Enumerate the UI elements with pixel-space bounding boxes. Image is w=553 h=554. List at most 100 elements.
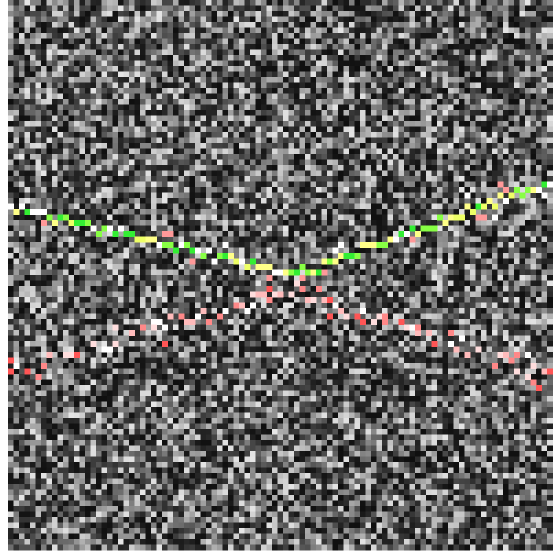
noise-pixel: [289, 149, 295, 155]
noise-pixel: [333, 242, 339, 248]
noise-pixel: [498, 121, 504, 127]
noise-pixel: [190, 50, 196, 56]
noise-pixel: [58, 121, 64, 127]
noise-pixel: [371, 94, 377, 100]
noise-pixel: [80, 121, 86, 127]
noise-pixel: [443, 83, 449, 89]
noise-pixel: [8, 237, 14, 243]
noise-pixel: [190, 28, 196, 34]
noise-pixel: [437, 77, 443, 83]
noise-pixel: [322, 17, 328, 23]
noise-pixel: [498, 154, 504, 160]
noise-pixel: [212, 6, 218, 12]
noise-pixel: [69, 132, 75, 138]
noise-pixel: [509, 154, 515, 160]
noise-pixel: [305, 44, 311, 50]
noise-pixel: [432, 182, 438, 188]
noise-pixel: [168, 99, 174, 105]
noise-pixel: [410, 94, 416, 100]
noise-pixel: [542, 259, 548, 265]
noise-pixel: [366, 264, 372, 270]
noise-pixel: [96, 28, 102, 34]
noise-pixel: [91, 110, 97, 116]
noise-pixel: [157, 110, 163, 116]
noise-pixel: [404, 50, 410, 56]
noise-pixel: [316, 0, 322, 6]
noise-pixel: [267, 17, 273, 23]
noise-pixel: [470, 66, 476, 72]
noise-pixel: [162, 61, 168, 67]
noise-pixel: [344, 149, 350, 155]
noise-pixel: [344, 6, 350, 12]
noise-pixel: [96, 237, 102, 243]
noise-pixel: [305, 253, 311, 259]
noise-pixel: [25, 88, 31, 94]
noise-pixel: [179, 220, 185, 226]
noise-pixel: [470, 116, 476, 122]
noise-pixel: [74, 116, 80, 122]
noise-pixel: [503, 66, 509, 72]
noise-pixel: [256, 176, 262, 182]
noise-pixel: [85, 11, 91, 17]
noise-pixel: [487, 160, 493, 166]
noise-pixel: [234, 248, 240, 254]
noise-pixel: [118, 110, 124, 116]
noise-pixel: [80, 149, 86, 155]
noise-pixel: [146, 171, 152, 177]
noise-pixel: [443, 99, 449, 105]
noise-pixel: [25, 121, 31, 127]
noise-pixel: [355, 154, 361, 160]
noise-pixel: [470, 83, 476, 89]
noise-pixel: [404, 88, 410, 94]
noise-pixel: [91, 242, 97, 248]
noise-pixel: [256, 187, 262, 193]
noise-pixel: [305, 215, 311, 221]
noise-pixel: [14, 160, 20, 166]
noise-pixel: [388, 44, 394, 50]
noise-pixel: [316, 204, 322, 210]
noise-pixel: [531, 253, 537, 259]
noise-pixel: [333, 77, 339, 83]
noise-pixel: [492, 270, 498, 276]
noise-pixel: [311, 143, 317, 149]
noise-pixel: [113, 215, 119, 221]
noise-pixel: [58, 39, 64, 45]
noise-pixel: [245, 94, 251, 100]
noise-pixel: [399, 77, 405, 83]
noise-pixel: [102, 110, 108, 116]
noise-pixel: [366, 154, 372, 160]
noise-pixel: [157, 193, 163, 199]
noise-pixel: [85, 182, 91, 188]
noise-pixel: [234, 22, 240, 28]
noise-pixel: [525, 165, 531, 171]
noise-pixel: [393, 55, 399, 61]
noise-pixel: [432, 127, 438, 133]
noise-pixel: [118, 39, 124, 45]
noise-pixel: [289, 171, 295, 177]
noise-pixel: [58, 110, 64, 116]
noise-pixel: [201, 270, 207, 276]
noise-pixel: [300, 187, 306, 193]
noise-pixel: [344, 264, 350, 270]
noise-pixel: [432, 22, 438, 28]
noise-pixel: [195, 50, 201, 56]
noise-pixel: [289, 215, 295, 221]
noise-pixel: [14, 242, 20, 248]
noise-pixel: [52, 72, 58, 78]
noise-pixel: [212, 253, 218, 259]
noise-pixel: [426, 22, 432, 28]
noise-pixel: [393, 39, 399, 45]
noise-pixel: [14, 182, 20, 188]
noise-pixel: [69, 99, 75, 105]
noise-pixel: [261, 226, 267, 232]
noise-pixel: [58, 44, 64, 50]
noise-pixel: [74, 275, 80, 281]
noise-pixel: [179, 83, 185, 89]
noise-pixel: [283, 248, 289, 254]
noise-pixel: [525, 143, 531, 149]
noise-pixel: [333, 253, 339, 259]
noise-pixel: [465, 143, 471, 149]
noise-pixel: [338, 165, 344, 171]
noise-pixel: [547, 55, 553, 61]
noise-pixel: [349, 105, 355, 111]
